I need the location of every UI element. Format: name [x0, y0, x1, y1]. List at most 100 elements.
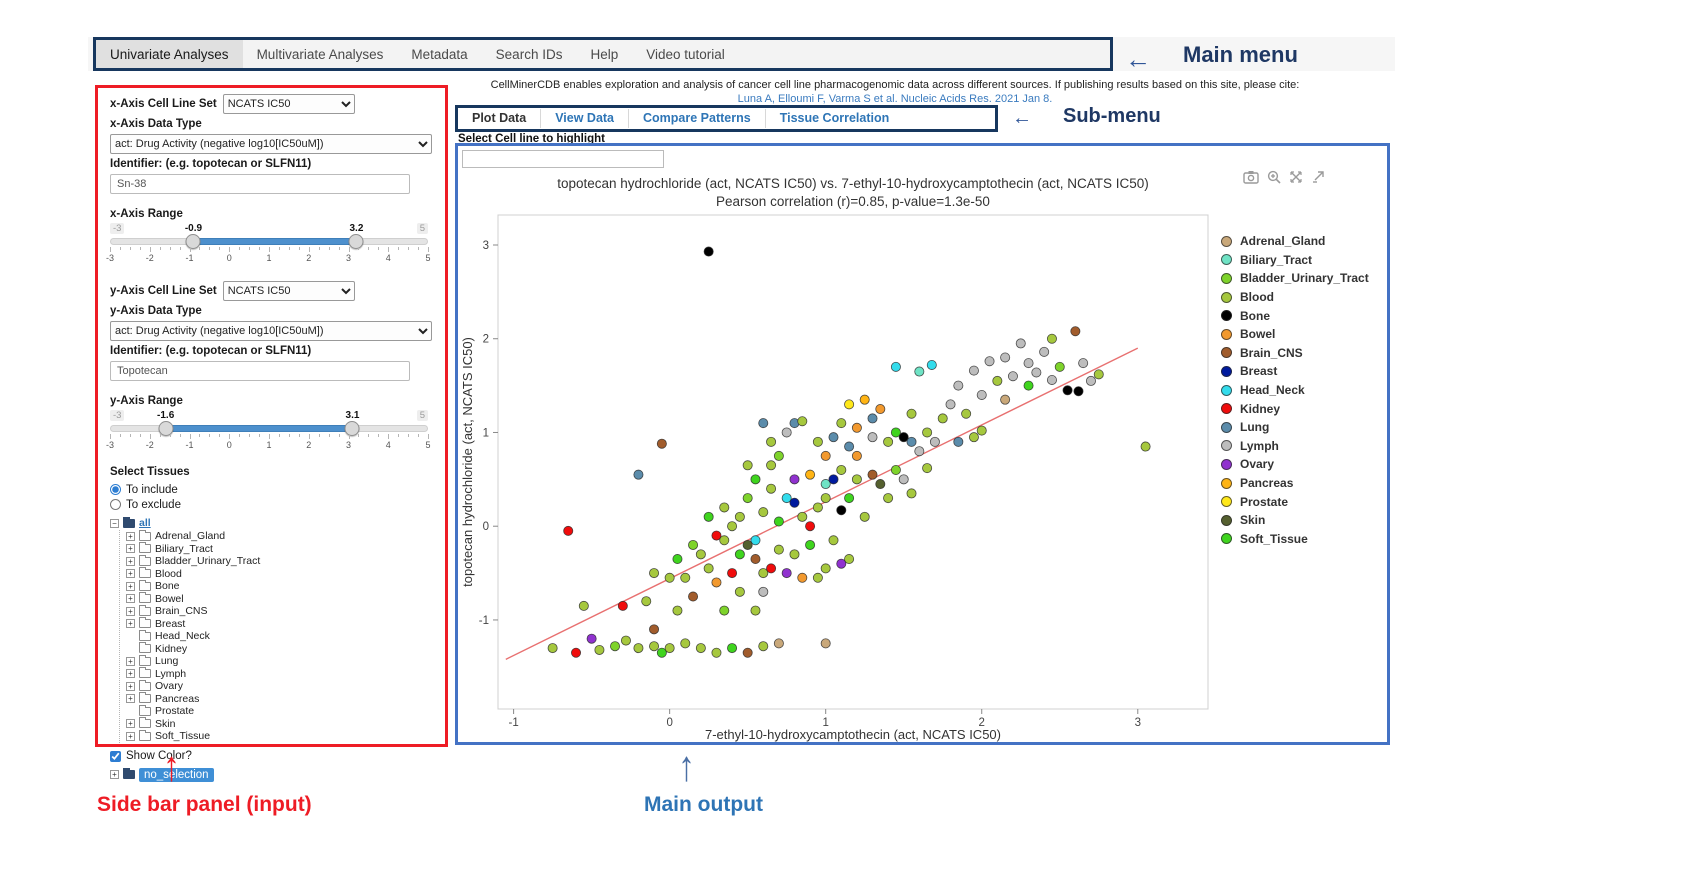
tree-item-biliary-tract[interactable]: + Biliary_Tract [126, 542, 433, 556]
no-selection-label[interactable]: no_selection [139, 767, 214, 782]
tree-root-no-selection[interactable]: + no_selection [110, 767, 433, 782]
menu-item-univariate-analyses[interactable]: Univariate Analyses [96, 40, 243, 68]
tree-root-all[interactable]: − all [110, 516, 433, 530]
x-identifier-input[interactable] [110, 174, 410, 194]
y-range-slider[interactable]: -3 5 -1.6 3.1 -3 -2 -1 0 1 2 3 4 5 [105, 410, 431, 450]
tree-item-head-neck[interactable]: Head_Neck [126, 629, 433, 643]
tree-item-bowel[interactable]: + Bowel [126, 592, 433, 606]
legend-item-adrenal-gland[interactable]: Adrenal_Gland [1221, 232, 1389, 251]
expand-icon[interactable]: + [126, 569, 135, 579]
legend-item-bone[interactable]: Bone [1221, 306, 1389, 325]
slider-handle-from[interactable] [158, 421, 174, 436]
tree-item-blood[interactable]: + Blood [126, 567, 433, 581]
legend-item-head-neck[interactable]: Head_Neck [1221, 381, 1389, 400]
expand-icon[interactable]: + [126, 694, 135, 704]
tree-item-label[interactable]: Bone [155, 580, 180, 593]
tree-root-label[interactable]: all [139, 517, 151, 529]
expand-icon[interactable]: + [126, 581, 135, 591]
scatter-plot[interactable]: -1 0 1 2 3 -1 0 1 2 3 7-ethyl-10-hydroxycamptothec… [458, 146, 1387, 742]
y-data-type-select[interactable]: act: Drug Activity (negative log10[IC50u… [110, 321, 432, 341]
tree-item-lung[interactable]: + Lung [126, 654, 433, 668]
tree-item-label[interactable]: Pancreas [155, 692, 200, 705]
submenu-item-plot-data[interactable]: Plot Data [458, 109, 542, 128]
tree-item-label[interactable]: Lung [155, 655, 179, 668]
expand-icon[interactable]: + [126, 681, 135, 691]
collapse-icon[interactable]: − [110, 518, 119, 528]
legend-item-brain-cns[interactable]: Brain_CNS [1221, 344, 1389, 363]
legend-item-prostate[interactable]: Prostate [1221, 492, 1389, 511]
submenu-item-tissue-correlation[interactable]: Tissue Correlation [779, 111, 890, 125]
menu-item-video-tutorial[interactable]: Video tutorial [646, 46, 725, 62]
y-cell-line-set-select[interactable]: NCATS IC50 [222, 281, 355, 301]
tree-item-label[interactable]: Adrenal_Gland [155, 530, 226, 543]
tree-item-label[interactable]: Breast [155, 617, 186, 630]
x-range-slider[interactable]: -3 5 -0.9 3.2 -3 -2 -1 0 1 2 3 4 5 [105, 223, 431, 263]
tree-item-bladder-urinary-tract[interactable]: + Bladder_Urinary_Tract [126, 554, 433, 568]
expand-icon[interactable]: + [126, 531, 135, 541]
menu-item-metadata[interactable]: Metadata [411, 46, 468, 62]
legend-item-ovary[interactable]: Ovary [1221, 455, 1389, 474]
tree-item-soft-tissue[interactable]: + Soft_Tissue [126, 729, 433, 743]
zoom-in-icon[interactable] [1267, 170, 1281, 184]
expand-icon[interactable]: + [126, 731, 135, 741]
legend-item-kidney[interactable]: Kidney [1221, 399, 1389, 418]
submenu-item-compare-patterns[interactable]: Compare Patterns [629, 109, 766, 128]
tree-item-kidney[interactable]: Kidney [126, 642, 433, 656]
tree-item-label[interactable]: Kidney [155, 642, 188, 655]
expand-icon[interactable]: + [126, 656, 135, 666]
legend-item-skin[interactable]: Skin [1221, 511, 1389, 530]
expand-icon[interactable]: + [126, 556, 135, 566]
tree-item-ovary[interactable]: + Ovary [126, 679, 433, 693]
tree-item-adrenal-gland[interactable]: + Adrenal_Gland [126, 529, 433, 543]
tree-item-label[interactable]: Lymph [155, 667, 187, 680]
tree-item-label[interactable]: Biliary_Tract [155, 542, 213, 555]
tree-item-skin[interactable]: + Skin [126, 717, 433, 731]
expand-icon[interactable]: + [126, 619, 135, 629]
expand-icon[interactable]: + [126, 669, 135, 679]
citation-link[interactable]: Luna A, Elloumi F, Varma S et al. Nuclei… [737, 93, 1053, 105]
x-data-type-select[interactable]: act: Drug Activity (negative log10[IC50u… [110, 134, 432, 154]
expand-icon[interactable]: + [126, 544, 135, 554]
legend-item-lymph[interactable]: Lymph [1221, 437, 1389, 456]
tree-item-label[interactable]: Bladder_Urinary_Tract [155, 555, 261, 568]
tree-item-label[interactable]: Prostate [155, 705, 195, 718]
tree-item-label[interactable]: Ovary [155, 680, 184, 693]
tree-item-label[interactable]: Soft_Tissue [155, 730, 211, 743]
legend-item-pancreas[interactable]: Pancreas [1221, 474, 1389, 493]
legend-item-biliary-tract[interactable]: Biliary_Tract [1221, 251, 1389, 270]
tree-item-breast[interactable]: + Breast [126, 617, 433, 631]
exclude-radio[interactable] [110, 499, 121, 510]
camera-icon[interactable] [1243, 170, 1259, 184]
external-arrow-icon[interactable] [1311, 170, 1325, 184]
tree-item-label[interactable]: Brain_CNS [155, 605, 208, 618]
legend-item-bowel[interactable]: Bowel [1221, 325, 1389, 344]
tree-item-label[interactable]: Head_Neck [155, 630, 210, 643]
tree-item-pancreas[interactable]: + Pancreas [126, 692, 433, 706]
pan-icon[interactable] [1289, 170, 1303, 184]
highlight-cell-line-input[interactable] [462, 150, 664, 168]
menu-item-search-ids[interactable]: Search IDs [495, 46, 563, 62]
tree-item-brain-cns[interactable]: + Brain_CNS [126, 604, 433, 618]
show-color-label[interactable]: Show Color? [126, 750, 192, 762]
legend-item-lung[interactable]: Lung [1221, 418, 1389, 437]
submenu-item-view-data[interactable]: View Data [541, 109, 630, 128]
legend-item-breast[interactable]: Breast [1221, 362, 1389, 381]
legend-item-soft-tissue[interactable]: Soft_Tissue [1221, 530, 1389, 549]
expand-icon[interactable]: + [110, 770, 119, 779]
tree-item-label[interactable]: Blood [155, 567, 182, 580]
menu-item-multivariate-analyses[interactable]: Multivariate Analyses [256, 46, 384, 62]
include-label[interactable]: To include [126, 483, 178, 496]
slider-handle-from[interactable] [185, 234, 201, 249]
y-identifier-input[interactable] [110, 361, 410, 381]
tree-item-label[interactable]: Skin [155, 717, 176, 730]
slider-handle-to[interactable] [344, 421, 360, 436]
legend-item-bladder-urinary-tract[interactable]: Bladder_Urinary_Tract [1221, 269, 1389, 288]
menu-item-help[interactable]: Help [590, 46, 619, 62]
tree-item-label[interactable]: Bowel [155, 592, 184, 605]
show-color-checkbox[interactable] [110, 750, 121, 762]
exclude-label[interactable]: To exclude [126, 498, 181, 511]
tree-item-bone[interactable]: + Bone [126, 579, 433, 593]
slider-handle-to[interactable] [348, 234, 364, 249]
expand-icon[interactable]: + [126, 719, 135, 729]
tree-item-prostate[interactable]: Prostate [126, 704, 433, 718]
